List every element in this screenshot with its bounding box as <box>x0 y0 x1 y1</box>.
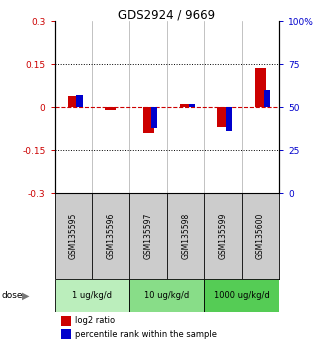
Bar <box>143 107 154 133</box>
Text: ▶: ▶ <box>22 291 29 301</box>
Bar <box>61 329 72 339</box>
Bar <box>151 107 158 128</box>
Text: GSM135595: GSM135595 <box>69 213 78 259</box>
Bar <box>189 104 195 107</box>
Text: GSM135600: GSM135600 <box>256 213 265 259</box>
Bar <box>180 104 191 107</box>
Text: dose: dose <box>2 291 23 300</box>
Bar <box>204 279 279 312</box>
Text: log2 ratio: log2 ratio <box>75 316 115 325</box>
Text: GSM135598: GSM135598 <box>181 213 190 259</box>
Text: GSM135597: GSM135597 <box>144 213 153 259</box>
Text: GSM135599: GSM135599 <box>219 213 228 259</box>
Text: percentile rank within the sample: percentile rank within the sample <box>75 330 217 339</box>
Bar <box>55 279 129 312</box>
Bar <box>255 68 266 107</box>
Bar <box>61 316 72 326</box>
Text: 1 ug/kg/d: 1 ug/kg/d <box>72 291 112 300</box>
Title: GDS2924 / 9669: GDS2924 / 9669 <box>118 8 215 21</box>
Bar <box>264 90 270 107</box>
Bar <box>226 107 232 131</box>
Bar <box>105 107 116 110</box>
Bar <box>76 95 82 107</box>
Text: 1000 ug/kg/d: 1000 ug/kg/d <box>214 291 270 300</box>
Bar <box>68 96 79 107</box>
Bar <box>129 279 204 312</box>
Bar <box>217 107 229 127</box>
Text: 10 ug/kg/d: 10 ug/kg/d <box>144 291 189 300</box>
Text: GSM135596: GSM135596 <box>106 213 115 259</box>
